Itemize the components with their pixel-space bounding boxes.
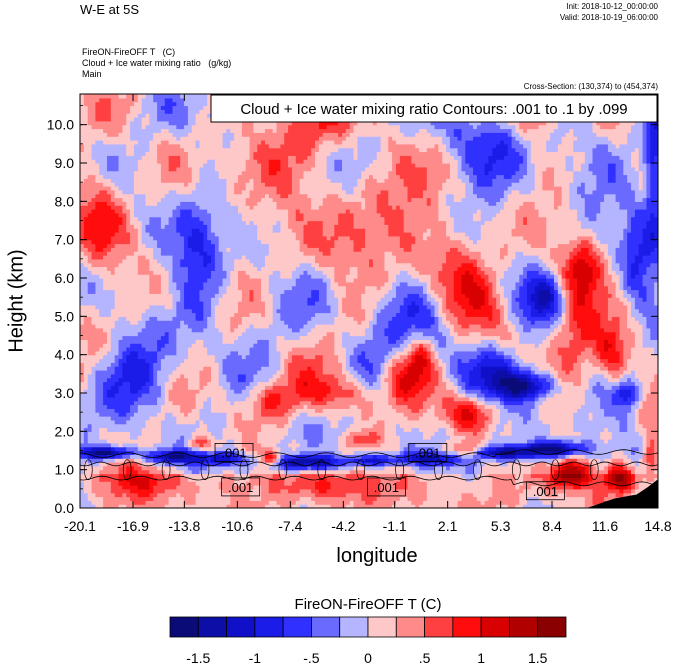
colorbar-swatch <box>424 616 454 638</box>
contour-cell <box>395 459 404 481</box>
contour-cell <box>200 459 210 481</box>
x-tick-label: -20.1 <box>64 518 96 534</box>
x-tick-label: 2.1 <box>438 518 458 534</box>
y-tick-label: 10.0 <box>47 117 74 133</box>
colorbar-swatch <box>254 616 284 638</box>
colorbar-tick-label: 1 <box>477 650 485 666</box>
contour-line-upper <box>80 449 658 458</box>
colorbar-swatch <box>339 616 369 638</box>
contour-labels: .001 .001 .001 .001 .001 <box>214 443 565 501</box>
mixing-ratio-contours <box>80 449 658 487</box>
x-tick-label: -13.8 <box>168 518 200 534</box>
colorbar-tick-label: -1.5 <box>186 650 210 666</box>
contour-cell <box>473 459 482 481</box>
colorbar-swatch <box>282 616 312 638</box>
contour-cell <box>122 459 132 481</box>
contour-label: .001 <box>415 445 440 460</box>
plot-frame <box>79 93 659 509</box>
contour-cell <box>434 459 443 481</box>
init-time: Init: 2018-10-12_00:00:00 <box>566 2 658 11</box>
y-tick-label: 3.0 <box>55 385 75 401</box>
contour-label-box <box>525 481 565 501</box>
x-tick-label: -4.2 <box>331 518 355 534</box>
x-tick-label: -1.1 <box>383 518 407 534</box>
contour-label: .001 <box>533 484 558 499</box>
contour-label: .001 <box>228 480 253 495</box>
y-axis-label: Height (km) <box>5 249 27 352</box>
x-tick-label: 14.8 <box>644 518 671 534</box>
field-line-2: Cloud + Ice water mixing ratio (g/kg) <box>82 58 232 68</box>
y-tick-label: 8.0 <box>55 193 75 209</box>
temperature-anomaly-field <box>80 94 658 508</box>
contour-info-background <box>210 94 658 123</box>
figure-title: W-E at 5S <box>80 2 140 17</box>
contour-label: .001 <box>221 445 246 460</box>
contour-cell <box>356 459 366 481</box>
colorbar-tick-label: 0 <box>364 650 372 666</box>
field-line-1: FireON-FireOFF T (C) <box>82 47 176 57</box>
contour-cell <box>589 459 599 481</box>
contour-line-mid <box>80 461 658 467</box>
contour-label-box <box>221 477 261 497</box>
colorbar-swatch <box>197 616 227 638</box>
colorbar: FireON-FireOFF T (C) -1.5 -1 -.5 0 .5 1 1.5 <box>169 596 567 666</box>
x-tick-label: 5.3 <box>491 518 511 534</box>
y-tick-label: 9.0 <box>55 155 75 171</box>
colorbar-swatch <box>311 616 341 638</box>
contour-label-box <box>214 443 254 462</box>
y-tick-label: 7.0 <box>55 232 75 248</box>
contour-info-text: Cloud + Ice water mixing ratio Contours:… <box>240 101 627 118</box>
x-axis-label: longitude <box>336 545 417 567</box>
y-tick-label: 5.0 <box>55 308 75 324</box>
contour-info-box: Cloud + Ice water mixing ratio Contours:… <box>210 94 658 123</box>
terrain-shape <box>586 479 658 508</box>
colorbar-swatch <box>452 616 482 638</box>
x-tick-label: -16.9 <box>117 518 149 534</box>
contour-cell <box>512 459 521 481</box>
colorbar-swatch <box>395 616 425 638</box>
y-tick-label: 6.0 <box>55 270 75 286</box>
contour-cell <box>317 459 327 481</box>
colorbar-title: FireON-FireOFF T (C) <box>295 596 442 613</box>
contour-label-box <box>366 477 406 497</box>
x-tick-label: 8.4 <box>542 518 562 534</box>
contour-cell <box>550 459 560 481</box>
y-tick-label: 0.0 <box>55 500 75 516</box>
valid-time: Valid: 2018-10-19_06:00:00 <box>559 13 658 22</box>
colorbar-swatch <box>367 616 397 638</box>
contour-cell <box>239 459 249 481</box>
colorbar-swatch <box>509 616 539 638</box>
y-tick-label: 2.0 <box>55 423 75 439</box>
colorbar-tick-label: -.5 <box>303 650 320 666</box>
contour-cell <box>278 459 288 481</box>
x-tick-label: 11.6 <box>592 518 618 534</box>
colorbar-swatch <box>226 616 256 638</box>
contour-label-box <box>408 443 448 462</box>
x-tick-label: -7.4 <box>278 518 302 534</box>
contour-cell <box>161 459 171 481</box>
colorbar-tick-label: .5 <box>419 650 431 666</box>
colorbar-tick-label: -1 <box>249 650 262 666</box>
terrain <box>586 479 658 508</box>
contour-label: .001 <box>374 480 399 495</box>
cross-section-label: Cross-Section: (130,374) to (454,374) <box>523 82 658 91</box>
field-line-3: Main <box>82 69 102 79</box>
x-tick-label: -10.6 <box>221 518 253 534</box>
colorbar-swatch <box>480 616 510 638</box>
colorbar-tick-label: 1.5 <box>528 650 548 666</box>
colorbar-swatch <box>537 616 567 638</box>
colorbar-swatch <box>169 616 199 638</box>
y-tick-label: 1.0 <box>55 462 75 478</box>
y-tick-label: 4.0 <box>55 347 75 363</box>
